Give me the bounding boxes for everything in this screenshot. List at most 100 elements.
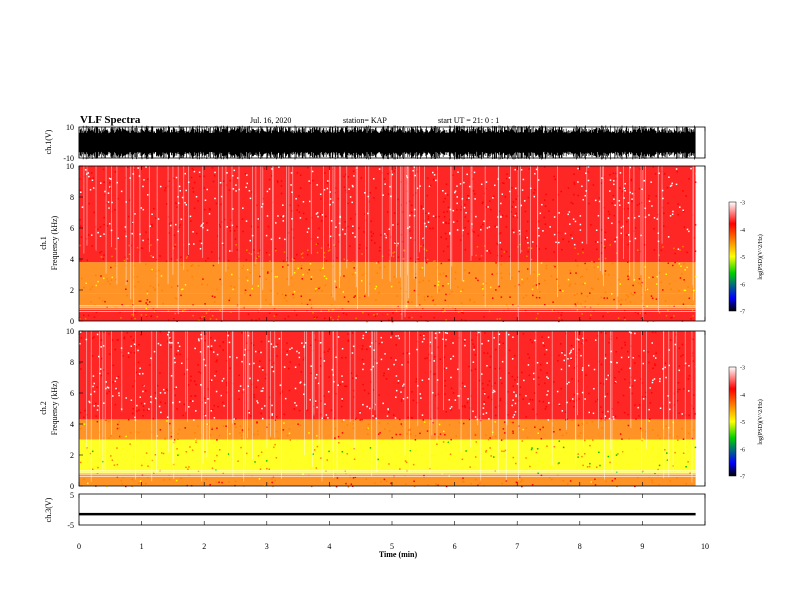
spectrogram-speckle <box>695 365 698 368</box>
spectrogram-speckle <box>624 298 627 301</box>
spectrogram-speckle <box>480 183 483 186</box>
spectrogram-speckle <box>214 296 216 298</box>
spectrogram-speckle <box>348 188 350 190</box>
spectrogram-speckle <box>292 293 294 296</box>
spectrogram-speckle <box>148 364 151 366</box>
spectrogram-speckle <box>419 393 421 395</box>
spectrogram-speckle <box>398 337 401 340</box>
spectrogram-speckle <box>449 407 452 410</box>
ch2-spec-ylabel-freq: Frequency (kHz) <box>50 380 59 435</box>
spectrogram-speckle <box>637 312 639 315</box>
spectrogram-speckle <box>615 177 617 180</box>
spectrogram-speckle <box>272 346 275 348</box>
spectrogram-speckle <box>405 461 408 464</box>
spectrogram-speckle <box>108 177 111 180</box>
spectrogram-speckle <box>544 408 547 410</box>
spectrogram-speckle <box>585 190 588 192</box>
spectrogram-speckle <box>442 189 444 192</box>
spectrogram-speckle <box>214 197 216 200</box>
spectrogram-speckle <box>132 385 134 388</box>
spectrogram-speckle <box>429 341 432 344</box>
spectrogram-speckle <box>369 345 372 348</box>
spectrogram-speckle <box>92 187 95 189</box>
spectrogram-speckle <box>353 396 356 398</box>
spec-ytick-label: 2 <box>70 451 74 460</box>
spectrogram-speckle <box>126 332 129 334</box>
ch2-colorbar: -3-4-5-6-7 log(PSD)(V^2/Hz) <box>728 366 764 481</box>
spectrogram-speckle <box>673 315 675 317</box>
spectrogram-speckle <box>273 446 275 449</box>
spectrogram-speckle <box>225 382 228 384</box>
spectrogram-speckle <box>285 294 287 297</box>
spectrogram-speckle <box>316 212 319 214</box>
spectrogram-speckle <box>203 175 205 177</box>
spectrogram-speckle <box>336 257 338 259</box>
spectrogram-speckle <box>168 474 170 476</box>
spectrogram-speckle <box>637 282 640 284</box>
spectrogram-speckle <box>632 293 634 296</box>
spectrogram-speckle <box>527 196 530 199</box>
spectrogram-speckle <box>431 295 433 298</box>
spectrogram-speckle <box>532 285 535 287</box>
spectrogram-speckle <box>520 250 523 252</box>
spectrogram-speckle <box>570 234 572 236</box>
spectrogram-speckle <box>462 280 465 282</box>
spectrogram-speckle <box>192 191 195 193</box>
spectrogram-streak <box>371 331 373 477</box>
spectrogram-speckle <box>280 180 283 182</box>
spectrogram-speckle <box>134 416 136 419</box>
spectrogram-speckle <box>390 357 392 359</box>
spectrogram-speckle <box>187 254 189 257</box>
spectrogram-speckle <box>434 337 437 339</box>
spectrogram-speckle <box>82 314 85 317</box>
spectrogram-speckle <box>547 377 549 380</box>
spectrogram-speckle <box>420 316 422 318</box>
spectrogram-speckle <box>472 343 474 345</box>
spectrogram-speckle <box>688 375 691 377</box>
spectrogram-speckle <box>238 398 240 400</box>
spectrogram-speckle <box>505 304 508 306</box>
spectrogram-speckle <box>665 273 667 275</box>
spectrogram-speckle <box>198 319 200 322</box>
spectrogram-streak <box>692 166 694 301</box>
spectrogram-speckle <box>629 191 631 194</box>
spectrogram-speckle <box>692 315 694 317</box>
spectrogram-speckle <box>341 450 344 453</box>
spectrogram-speckle <box>485 282 487 285</box>
spectrogram-speckle <box>226 384 228 386</box>
spectrogram-speckle <box>97 231 99 234</box>
spectrogram-speckle <box>345 482 347 485</box>
spectrogram-speckle <box>515 198 517 200</box>
spectrogram-speckle <box>525 230 528 232</box>
spectrogram-speckle <box>544 223 547 225</box>
spectrogram-speckle <box>654 363 656 365</box>
spectrogram-speckle <box>476 246 479 248</box>
spectrogram-speckle <box>518 229 521 232</box>
spectrogram-speckle <box>438 331 441 334</box>
spectrogram-speckle <box>146 290 149 292</box>
spectrogram-speckle <box>651 381 654 384</box>
spectrogram-speckle <box>256 256 259 258</box>
spectrogram-speckle <box>492 389 495 392</box>
spectrogram-speckle <box>482 201 484 203</box>
spectrogram-speckle <box>687 461 689 463</box>
spectrogram-speckle <box>581 369 584 371</box>
spectrogram-speckle <box>362 403 364 406</box>
spectrogram-speckle <box>332 319 334 321</box>
spectrogram-speckle <box>584 439 586 442</box>
spectrogram-speckle <box>84 409 86 412</box>
spectrogram-speckle <box>554 453 556 455</box>
spectrogram-speckle <box>577 167 579 170</box>
spectrogram-speckle <box>386 234 388 236</box>
spectrogram-speckle <box>315 467 318 469</box>
spectrogram-speckle <box>505 250 508 253</box>
spectrogram-speckle <box>468 185 471 188</box>
spectrogram-speckle <box>653 228 655 230</box>
spectrogram-speckle <box>320 413 323 416</box>
spectrogram-speckle <box>489 355 492 358</box>
spectrogram-speckle <box>690 167 692 170</box>
spectrogram-speckle <box>215 370 218 373</box>
spectrogram-speckle <box>150 254 152 257</box>
spectrogram-speckle <box>688 414 690 417</box>
spectrogram-speckle <box>342 312 345 315</box>
